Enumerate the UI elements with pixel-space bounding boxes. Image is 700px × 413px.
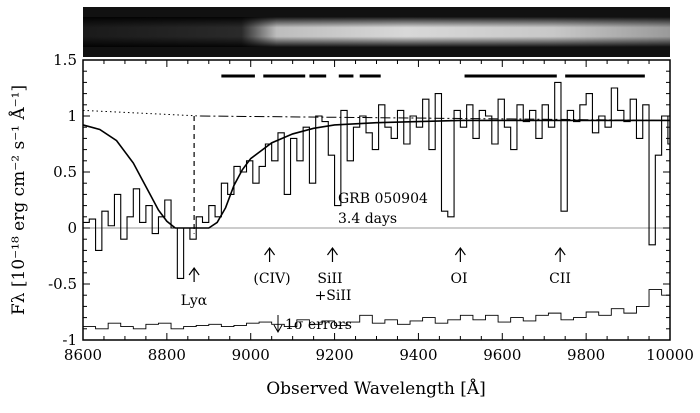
grb-name-label: GRB 050904 (338, 191, 428, 207)
x-axis-title: Observed Wavelength [Å] (266, 378, 486, 399)
continuum-dashdot (200, 115, 671, 121)
y-tick-label: -1 (62, 331, 77, 349)
y-tick-label: 1 (67, 107, 77, 125)
line-markers (188, 246, 566, 282)
y-tick-label: 0.5 (53, 163, 77, 181)
flux-histogram (83, 81, 670, 279)
marker-arrow-head (188, 266, 200, 276)
x-tick-label: 9600 (483, 346, 521, 364)
cii-label: CII (549, 271, 571, 287)
x-tick-label: 8600 (64, 346, 102, 364)
marker-arrow-head (554, 246, 566, 256)
axis-ticks (82, 59, 671, 341)
series-group (82, 81, 671, 330)
marker-arrow-head (326, 246, 338, 256)
sii2-label: +SiII (315, 288, 352, 304)
x-tick-label: 9400 (399, 346, 437, 364)
marker-arrow-head (454, 246, 466, 256)
marker-arrow-head (264, 246, 276, 256)
errors-arrow (273, 315, 283, 334)
spectrum-2d-image (83, 7, 670, 57)
x-tick-label: 9800 (567, 346, 605, 364)
lya-label: Lyα (181, 293, 208, 309)
error-histogram (83, 289, 670, 330)
y-tick-label: 0 (67, 219, 77, 237)
y-axis-title: Fλ [10⁻¹⁸ erg cm⁻² s⁻¹ Å⁻¹] (8, 85, 29, 315)
epoch-label: 3.4 days (338, 211, 397, 227)
sii-label: SiII (317, 271, 342, 287)
x-tick-label: 10000 (646, 346, 694, 364)
x-tick-label: 9000 (232, 346, 270, 364)
oi-label: OI (450, 271, 467, 287)
continuum-dotted (82, 109, 201, 117)
x-tick-labels: 8600 8800 9000 9200 9400 9600 9800 10000 (64, 346, 694, 364)
y-tick-label: -0.5 (48, 275, 77, 293)
x-tick-label: 9200 (315, 346, 353, 364)
y-tick-labels: -1 -0.5 0 0.5 1 1.5 (48, 51, 77, 349)
model-curve (82, 119, 670, 229)
civ-label: (CIV) (253, 271, 290, 287)
x-tick-label: 8800 (148, 346, 186, 364)
errors-label: 1σ errors (285, 317, 352, 333)
y-tick-label: 1.5 (53, 51, 77, 69)
